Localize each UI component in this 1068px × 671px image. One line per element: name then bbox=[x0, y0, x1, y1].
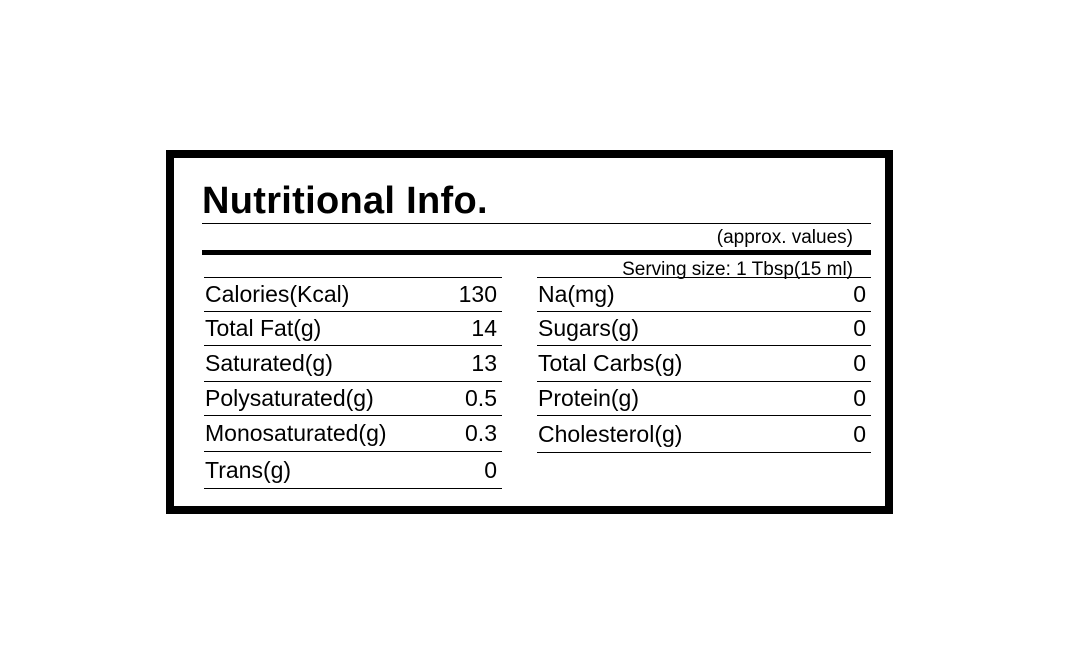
nutrition-panel: Nutritional Info. (approx. values) Servi… bbox=[166, 150, 893, 514]
nutrient-row-sodium: Na(mg) 0 bbox=[537, 278, 871, 312]
nutrient-row-trans: Trans(g) 0 bbox=[204, 452, 502, 489]
header-thick-divider bbox=[202, 250, 871, 255]
panel-title: Nutritional Info. bbox=[202, 180, 488, 222]
nutrient-row-total-fat: Total Fat(g) 14 bbox=[204, 312, 502, 346]
nutrient-row-saturated: Saturated(g) 13 bbox=[204, 346, 502, 382]
nutrient-row-cholesterol: Cholesterol(g) 0 bbox=[537, 416, 871, 453]
nutrient-value: 0 bbox=[853, 420, 866, 447]
nutrient-value: 0 bbox=[484, 456, 497, 483]
nutrient-value: 130 bbox=[458, 281, 497, 307]
nutrient-label: Sugars(g) bbox=[538, 315, 639, 341]
nutrient-label: Protein(g) bbox=[538, 385, 639, 411]
nutrient-value: 0 bbox=[853, 281, 866, 307]
nutrient-label: Calories(Kcal) bbox=[205, 281, 350, 307]
nutrient-value: 0 bbox=[853, 385, 866, 411]
nutrient-label: Trans(g) bbox=[205, 456, 292, 483]
left-nutrient-column: Calories(Kcal) 130 Total Fat(g) 14 Satur… bbox=[204, 277, 502, 489]
nutrient-value: 0 bbox=[853, 350, 866, 376]
nutrient-value: 13 bbox=[471, 350, 497, 376]
nutrient-value: 0.3 bbox=[465, 420, 497, 446]
serving-size: Serving size: 1 Tbsp(15 ml) bbox=[622, 259, 853, 280]
nutrient-row-monosaturated: Monosaturated(g) 0.3 bbox=[204, 416, 502, 452]
right-nutrient-column: Na(mg) 0 Sugars(g) 0 Total Carbs(g) 0 Pr… bbox=[537, 277, 871, 453]
nutrient-label: Na(mg) bbox=[538, 281, 615, 307]
nutrient-label: Total Fat(g) bbox=[205, 315, 322, 341]
nutrient-label: Saturated(g) bbox=[205, 350, 333, 376]
nutrient-row-calories: Calories(Kcal) 130 bbox=[204, 278, 502, 312]
nutrient-value: 0.5 bbox=[465, 385, 497, 411]
nutrient-value: 0 bbox=[853, 315, 866, 341]
nutrient-label: Monosaturated(g) bbox=[205, 420, 387, 446]
nutrient-label: Cholesterol(g) bbox=[538, 420, 683, 447]
nutrient-row-protein: Protein(g) 0 bbox=[537, 382, 871, 416]
nutrient-row-total-carbs: Total Carbs(g) 0 bbox=[537, 346, 871, 382]
nutrient-label: Polysaturated(g) bbox=[205, 385, 374, 411]
left-column-top-rule bbox=[204, 277, 502, 278]
nutrient-value: 14 bbox=[471, 315, 497, 341]
approx-note: (approx. values) bbox=[716, 227, 853, 248]
right-column-top-rule bbox=[537, 277, 871, 278]
nutrient-row-polysaturated: Polysaturated(g) 0.5 bbox=[204, 382, 502, 416]
title-divider bbox=[202, 223, 871, 224]
nutrient-row-sugars: Sugars(g) 0 bbox=[537, 312, 871, 346]
nutrient-label: Total Carbs(g) bbox=[538, 350, 683, 376]
